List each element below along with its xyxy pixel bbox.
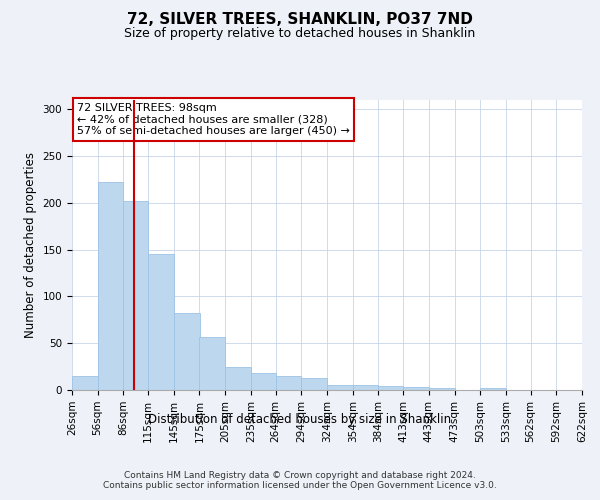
Text: Contains HM Land Registry data © Crown copyright and database right 2024.
Contai: Contains HM Land Registry data © Crown c… xyxy=(103,470,497,490)
Bar xyxy=(480,388,506,390)
Bar xyxy=(225,366,251,390)
Bar xyxy=(72,376,98,390)
Bar xyxy=(301,378,327,390)
Bar xyxy=(353,386,379,390)
Text: Size of property relative to detached houses in Shanklin: Size of property relative to detached ho… xyxy=(124,28,476,40)
Text: Distribution of detached houses by size in Shanklin: Distribution of detached houses by size … xyxy=(148,412,452,426)
Bar xyxy=(582,387,600,390)
Y-axis label: Number of detached properties: Number of detached properties xyxy=(24,152,37,338)
Bar xyxy=(429,388,455,390)
Bar xyxy=(327,386,353,390)
Bar xyxy=(174,314,199,390)
Bar xyxy=(275,376,301,390)
Bar xyxy=(199,336,225,390)
Bar xyxy=(251,373,275,390)
Text: 72, SILVER TREES, SHANKLIN, PO37 7ND: 72, SILVER TREES, SHANKLIN, PO37 7ND xyxy=(127,12,473,28)
Bar xyxy=(98,182,124,390)
Text: 72 SILVER TREES: 98sqm
← 42% of detached houses are smaller (328)
57% of semi-de: 72 SILVER TREES: 98sqm ← 42% of detached… xyxy=(77,103,350,136)
Bar xyxy=(124,201,148,390)
Bar xyxy=(403,387,429,390)
Bar xyxy=(379,386,403,390)
Bar xyxy=(148,254,174,390)
